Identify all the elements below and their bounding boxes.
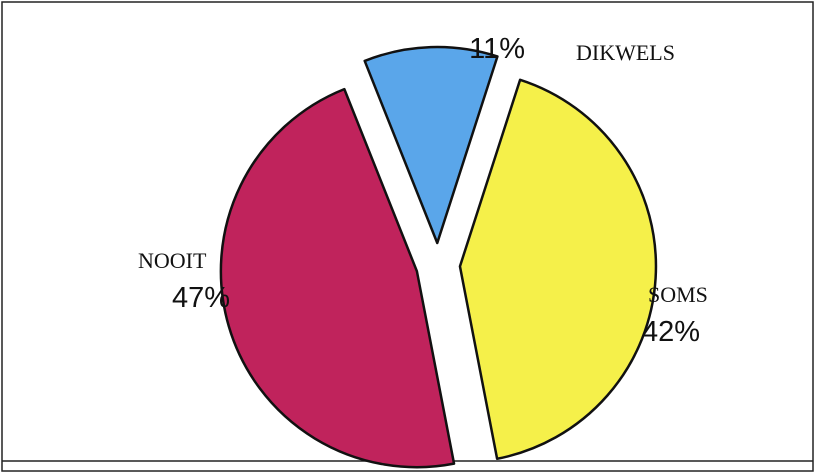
pie-slice-nooit <box>219 87 456 469</box>
nooit-category-label: NOOIT <box>138 248 207 273</box>
pie-slice-soms <box>458 78 658 461</box>
soms-percent-label: 42% <box>642 316 700 348</box>
pie-slice-dikwels <box>363 45 499 245</box>
dikwels-percent-label: 11% <box>469 33 525 65</box>
pie-slices <box>219 45 658 469</box>
soms-category-label: SOMS <box>648 282 708 307</box>
nooit-percent-label: 47% <box>172 282 230 314</box>
dikwels-category-label: DIKWELS <box>576 40 675 65</box>
